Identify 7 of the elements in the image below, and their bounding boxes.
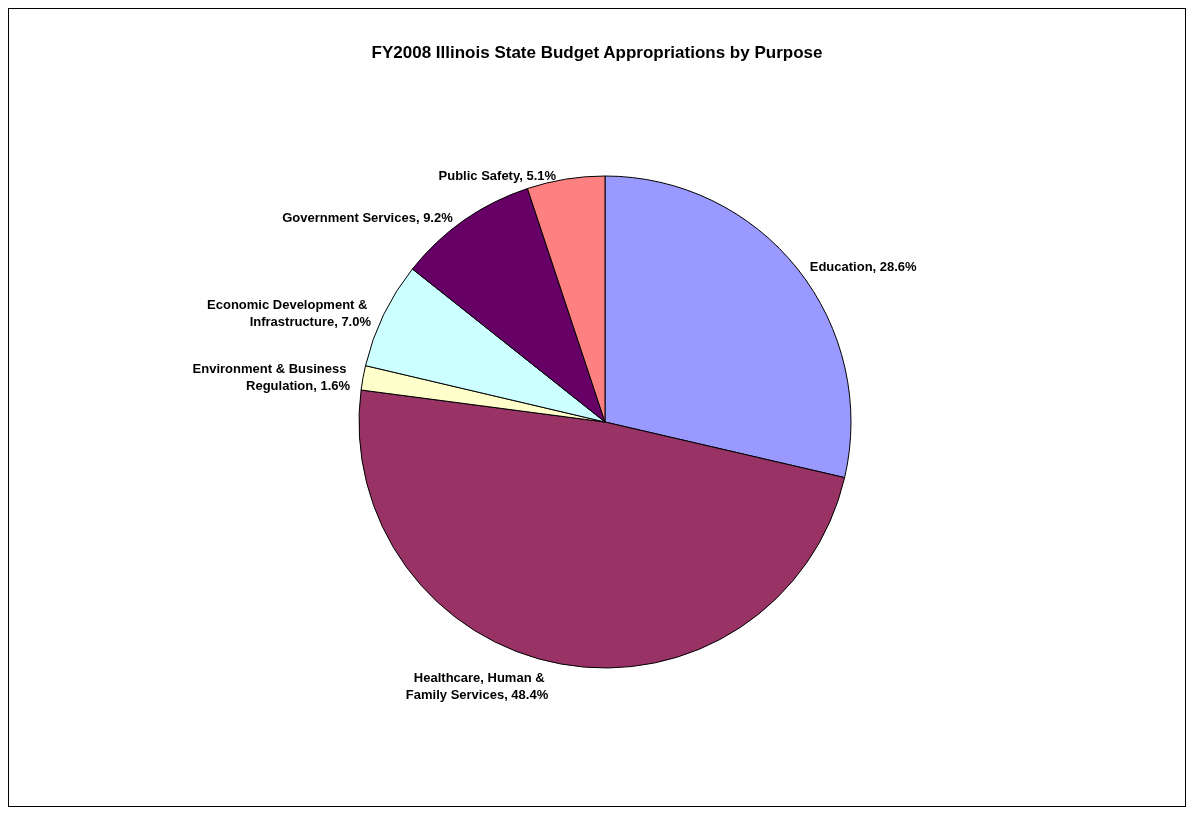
slice-label: Education, 28.6% <box>809 258 918 274</box>
slice-label: Government Services, 9.2% <box>282 209 454 225</box>
slice-label: Environment & Business Regulation, 1.6% <box>192 361 351 394</box>
slice-label: Public Safety, 5.1% <box>438 167 557 183</box>
slice-label: Economic Development & Infrastructure, 7.0% <box>207 296 372 329</box>
slice-label: Healthcare, Human & Family Services, 48.4% <box>405 669 549 702</box>
chart-title: FY2008 Illinois State Budget Appropriations by Purpose <box>371 43 823 62</box>
